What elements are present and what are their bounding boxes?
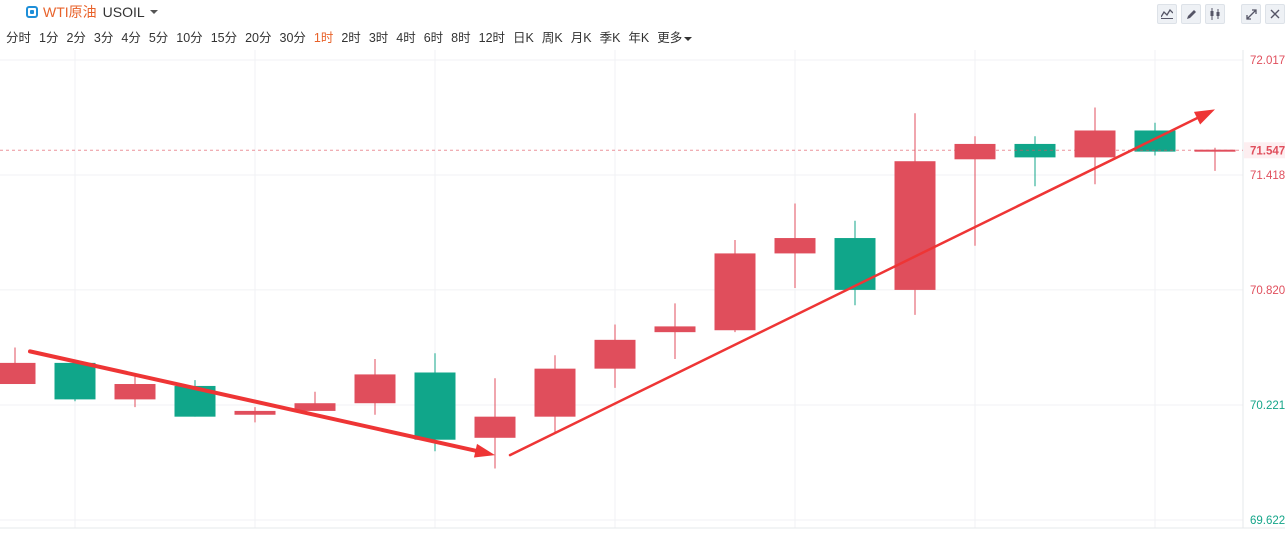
candle-body: [414, 372, 456, 440]
period-tab[interactable]: 1时: [313, 31, 334, 45]
period-tab[interactable]: 周K: [541, 31, 563, 45]
chevron-down-icon: [684, 36, 693, 41]
period-tab[interactable]: 8时: [451, 31, 471, 45]
trend-arrow: [508, 116, 1199, 457]
candle-body: [594, 339, 636, 369]
pencil-icon[interactable]: [1181, 4, 1201, 24]
period-tab[interactable]: 3分: [93, 31, 114, 45]
period-tab[interactable]: 日K: [513, 31, 534, 45]
period-tab[interactable]: 年K: [628, 31, 650, 45]
period-tab[interactable]: 3时: [368, 31, 389, 45]
more-periods-dropdown[interactable]: 更多: [657, 27, 693, 45]
current-price-label: 71.547: [1250, 145, 1285, 157]
period-tab[interactable]: 4时: [396, 31, 416, 45]
period-tab[interactable]: 6时: [423, 31, 444, 45]
current-price-badge: [1244, 142, 1285, 159]
symbol-name: WTI原油: [43, 4, 97, 20]
y-axis-tick-label: 69.622: [1250, 515, 1285, 527]
expand-icon[interactable]: [1241, 4, 1261, 24]
candle-body: [1134, 130, 1176, 152]
period-tab[interactable]: 20分: [245, 31, 272, 45]
y-axis-tick-label: 71.418: [1250, 170, 1285, 182]
line-chart-icon[interactable]: [1157, 4, 1177, 24]
period-tab[interactable]: 5分: [148, 31, 169, 45]
period-selector: 分时 1分 2分 3分 4分 5分 10分 15分 20分 30分 1时 2时 3时 4时 6时 8时 12时日…: [6, 27, 700, 45]
candle-body: [354, 374, 396, 404]
candle-body: [774, 238, 816, 254]
period-tab[interactable]: 月K: [570, 31, 592, 45]
trend-arrow: [28, 349, 478, 453]
candle-body: [0, 362, 36, 385]
period-tab[interactable]: 15分: [210, 31, 238, 45]
more-periods-label: 更多: [657, 31, 683, 45]
candle-body: [534, 368, 576, 417]
period-tab[interactable]: 10分: [176, 31, 203, 45]
period-tab[interactable]: 4分: [121, 31, 141, 45]
candle-body: [294, 403, 336, 411]
candlestick-icon[interactable]: [1205, 4, 1225, 24]
period-tab[interactable]: 季K: [599, 31, 621, 45]
y-axis-tick-label: 72.017: [1250, 55, 1285, 67]
candle-body: [54, 362, 96, 400]
candle-body: [114, 384, 156, 400]
trend-arrow-head: [1193, 109, 1215, 125]
symbol-selector[interactable]: WTI原油 USOIL: [26, 3, 158, 21]
symbol-icon: [26, 6, 38, 18]
period-tab[interactable]: 30分: [279, 31, 306, 45]
y-axis-tick-label: 70.820: [1250, 285, 1285, 297]
y-axis-tick-label: 70.221: [1250, 400, 1285, 412]
candle-body: [714, 253, 756, 331]
candle-body: [894, 161, 936, 290]
candle-body: [1074, 130, 1116, 158]
chart-header: WTI原油 USOIL: [0, 0, 1285, 26]
period-tab[interactable]: 1分: [39, 31, 59, 45]
candle-body: [234, 410, 276, 415]
close-icon[interactable]: [1265, 4, 1285, 24]
symbol-code: USOIL: [102, 4, 145, 20]
candle-body: [954, 143, 996, 160]
period-tab[interactable]: 2分: [66, 31, 86, 45]
toolbar: [1153, 4, 1285, 24]
period-tab[interactable]: 12时: [478, 31, 506, 45]
trend-arrow-head: [473, 443, 495, 458]
candle-body: [654, 326, 696, 333]
chevron-down-icon: [149, 10, 158, 14]
candle-body: [834, 238, 876, 290]
period-tab[interactable]: 2时: [341, 31, 361, 45]
period-tab[interactable]: 分时: [6, 31, 32, 45]
candle-body: [474, 416, 516, 438]
